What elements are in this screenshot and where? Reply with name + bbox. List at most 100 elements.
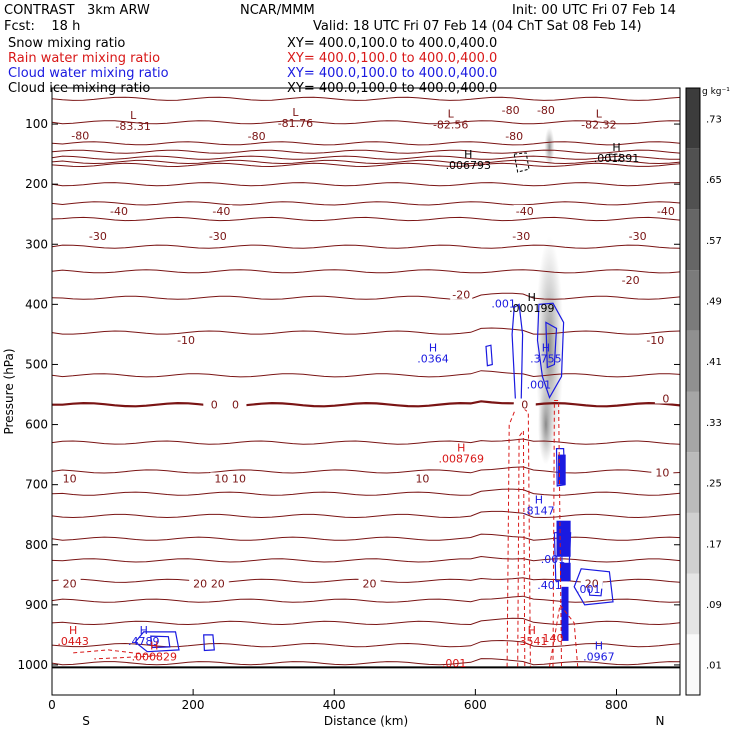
plot-frame [51,87,681,696]
temperature-label-17: 0 [211,399,218,412]
extremum-value-5: .001891 [594,152,640,165]
cloud-water-contour-1 [536,302,565,399]
temperature-label-21: 10 [63,472,77,485]
temperature-contour-12 [52,292,680,300]
temperature-label-bg-9 [86,230,109,242]
cloud-water-contour-2 [545,321,558,369]
temperature-label-20: 0 [662,393,669,406]
y-axis-label: Pressure (hPa) [2,348,16,434]
temperature-label-4: -80 [537,104,555,117]
temperature-contour-11 [52,269,680,274]
rain-water-contour-0 [506,402,531,667]
temperature-label-bg-12 [626,230,649,242]
temperature-contour-17 [52,466,680,474]
temperature-label-bg-0 [69,129,92,141]
temperature-contour-1 [52,120,680,125]
field-rain-name: Rain water mixing ratio [8,51,161,66]
temperature-label-bg-3 [499,104,522,116]
colorbar-tick-9: .73 [706,114,722,125]
temperature-label-bg-21 [58,472,81,484]
temperature-label-bg-24 [411,472,434,484]
y-tick-label-7: 800 [25,538,48,552]
colorbar-segment-5 [686,330,700,392]
x-end-label-right: N [656,714,665,728]
temperature-contour-24 [52,617,680,626]
extremum-value-14: .3541 [516,635,548,648]
colorbar-segment-3 [686,452,700,513]
init-time: Init: 00 UTC Fri 07 Feb 14 [512,3,676,18]
temperature-label-0: -80 [71,129,89,142]
extremum-mark-11: H [69,624,77,637]
y-tick-label-8: 900 [25,598,48,612]
temperature-label-18: 0 [232,399,239,412]
y-tick-label-1: 200 [25,177,48,191]
temperature-contour-9 [52,216,680,222]
temperature-contour-3 [52,149,680,154]
field-cloudwater-xy: XY= 400.0,100.0 to 400.0,400.0 [287,66,498,81]
temperature-label-12: -30 [629,230,647,243]
extremum-mark-15: H [595,640,603,653]
temperature-contour-6 [52,162,680,168]
temperature-contour-25 [52,639,680,648]
extremum-value-15: .0967 [583,651,615,664]
y-tick-label-0: 100 [25,117,48,131]
temperature-contour-13 [52,327,680,335]
extremum-mark-12: H [140,624,148,637]
colorbar-tick-6: .49 [706,296,722,307]
rain-water-contour-3 [549,603,579,667]
valid-time: Valid: 18 UTC Fri 07 Feb 14 (04 ChT Sat … [313,19,642,34]
field-rain-xy: XY= 400.0,100.0 to 400.0,400.0 [287,51,498,66]
temperature-label-bg-25 [651,466,674,478]
temperature-label-8: -40 [657,205,675,218]
colorbar-segment-7 [686,209,700,271]
temperature-label-25: 10 [655,466,669,479]
cloud-water-core-0 [557,454,566,485]
cloud-ice-contour-1 [608,153,621,162]
temperature-label-bg-30 [580,577,603,589]
extremum-value-7: .0364 [417,353,449,366]
extremum-value-13: .000829 [132,651,178,664]
colorbar-unit: g kg⁻¹ [702,87,730,97]
temperature-contour-10 [52,244,680,249]
extremum-mark-5: H [612,141,620,154]
temperature-label-5: -40 [110,205,128,218]
y-tick-label-3: 400 [25,297,48,311]
temperature-label-bg-1 [245,129,268,141]
colorbar-segment-0 [686,634,700,695]
colorbar-tick-0: .01 [706,661,722,672]
extremum-mark-2: L [448,107,455,120]
x-tick-label-0: 0 [48,698,56,712]
cloud-water-contour-8 [134,631,180,653]
temperature-label-29: 20 [363,578,377,591]
snow-shading-2 [537,384,554,465]
temperature-label-bg-13 [450,288,473,300]
colorbar-tick-7: .57 [706,236,722,247]
extremum-value-1: -81.76 [278,117,313,130]
temperature-label-bg-26 [58,577,81,589]
temperature-contour-5 [52,159,680,165]
temperature-label-28: 20 [211,578,225,591]
colorbar-tick-1: .09 [706,600,722,611]
temperature-label-bg-10 [206,230,229,242]
temperature-label-9: -30 [89,230,107,243]
colorbar-segment-8 [686,148,700,210]
field-snow-name: Snow mixing ratio [8,36,126,51]
temperature-label-bg-15 [175,334,198,346]
extremum-mark-7: H [429,342,437,355]
temperature-label-14: -20 [622,274,640,287]
temperature-contour-7 [52,182,680,187]
temperature-label-bg-18 [224,398,247,410]
temperature-label-15: -10 [177,334,195,347]
forecast-hour: Fcst: 18 h [4,19,81,34]
colorbar-tick-3: .25 [706,479,722,490]
temperature-label-bg-4 [534,104,557,116]
extremum-value-11: .0443 [57,635,89,648]
temperature-label-30: 20 [585,578,599,591]
temperature-label-bg-7 [513,205,536,217]
temperature-label-bg-29 [358,577,381,589]
colorbar-frame [685,87,701,696]
temperature-label-bg-2 [503,129,526,141]
temperature-contour-4 [52,155,680,160]
colorbar-segment-1 [686,573,700,635]
